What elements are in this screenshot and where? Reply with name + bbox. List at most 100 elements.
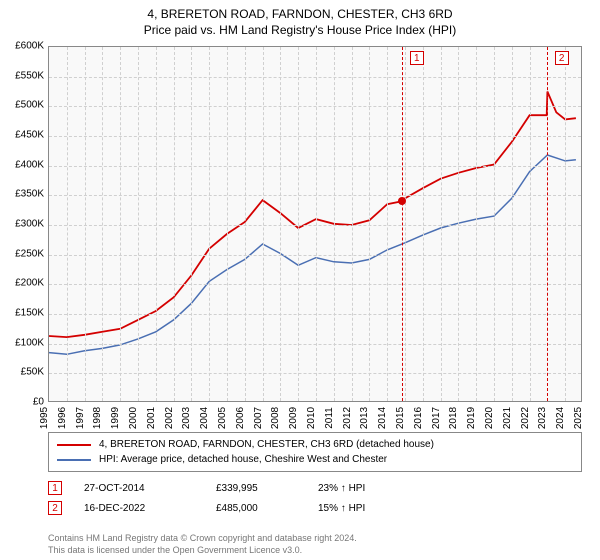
y-axis-label: £450K bbox=[4, 130, 44, 141]
x-axis-label: 2005 bbox=[217, 403, 228, 433]
x-axis-label: 2001 bbox=[146, 403, 157, 433]
x-axis-label: 1999 bbox=[110, 403, 121, 433]
gridline-h bbox=[49, 166, 581, 167]
gridline-h bbox=[49, 314, 581, 315]
sale-index-box: 1 bbox=[48, 481, 62, 495]
sale-delta: 15% ↑ HPI bbox=[318, 503, 365, 514]
y-axis-label: £0 bbox=[4, 397, 44, 408]
gridline-v bbox=[334, 47, 335, 401]
x-axis-label: 2019 bbox=[466, 403, 477, 433]
x-axis-label: 2020 bbox=[484, 403, 495, 433]
y-axis-label: £550K bbox=[4, 70, 44, 81]
sale-marker-line bbox=[402, 47, 403, 401]
x-axis-label: 1998 bbox=[92, 403, 103, 433]
gridline-v bbox=[352, 47, 353, 401]
sale-marker-line bbox=[547, 47, 548, 401]
legend-label: 4, BRERETON ROAD, FARNDON, CHESTER, CH3 … bbox=[99, 439, 434, 450]
gridline-v bbox=[191, 47, 192, 401]
sale-delta: 23% ↑ HPI bbox=[318, 483, 365, 494]
gridline-v bbox=[209, 47, 210, 401]
x-axis-label: 2009 bbox=[288, 403, 299, 433]
gridline-v bbox=[67, 47, 68, 401]
sale-row: 127-OCT-2014£339,99523% ↑ HPI bbox=[48, 478, 582, 498]
sales-table: 127-OCT-2014£339,99523% ↑ HPI216-DEC-202… bbox=[48, 478, 582, 518]
chart-title: 4, BRERETON ROAD, FARNDON, CHESTER, CH3 … bbox=[0, 0, 600, 38]
x-axis-label: 2016 bbox=[413, 403, 424, 433]
footer-line-1: Contains HM Land Registry data © Crown c… bbox=[48, 532, 357, 544]
gridline-v bbox=[316, 47, 317, 401]
y-axis-label: £250K bbox=[4, 248, 44, 259]
y-axis-label: £500K bbox=[4, 100, 44, 111]
y-axis-label: £100K bbox=[4, 337, 44, 348]
legend-swatch bbox=[57, 459, 91, 461]
gridline-v bbox=[298, 47, 299, 401]
gridline-v bbox=[476, 47, 477, 401]
sale-marker-dot bbox=[398, 197, 406, 205]
x-axis-label: 2017 bbox=[431, 403, 442, 433]
gridline-v bbox=[387, 47, 388, 401]
x-axis-label: 2024 bbox=[555, 403, 566, 433]
gridline-h bbox=[49, 195, 581, 196]
sale-row: 216-DEC-2022£485,00015% ↑ HPI bbox=[48, 498, 582, 518]
legend-swatch bbox=[57, 444, 91, 446]
x-axis-label: 2012 bbox=[342, 403, 353, 433]
legend-block: 4, BRERETON ROAD, FARNDON, CHESTER, CH3 … bbox=[48, 432, 582, 518]
x-axis-label: 2010 bbox=[306, 403, 317, 433]
sale-price: £339,995 bbox=[216, 483, 296, 494]
x-axis-label: 2003 bbox=[181, 403, 192, 433]
chart-container: 4, BRERETON ROAD, FARNDON, CHESTER, CH3 … bbox=[0, 0, 600, 560]
gridline-v bbox=[565, 47, 566, 401]
series-price_paid bbox=[49, 92, 576, 338]
x-axis-label: 2015 bbox=[395, 403, 406, 433]
y-axis-label: £200K bbox=[4, 278, 44, 289]
gridline-v bbox=[441, 47, 442, 401]
gridline-v bbox=[494, 47, 495, 401]
gridline-v bbox=[530, 47, 531, 401]
gridline-h bbox=[49, 255, 581, 256]
x-axis-label: 2023 bbox=[537, 403, 548, 433]
gridline-v bbox=[245, 47, 246, 401]
gridline-v bbox=[405, 47, 406, 401]
legend-label: HPI: Average price, detached house, Ches… bbox=[99, 454, 387, 465]
gridline-h bbox=[49, 225, 581, 226]
x-axis-label: 2006 bbox=[235, 403, 246, 433]
y-axis-label: £400K bbox=[4, 159, 44, 170]
gridline-h bbox=[49, 77, 581, 78]
x-axis-label: 2008 bbox=[270, 403, 281, 433]
gridline-v bbox=[174, 47, 175, 401]
legend-row: 4, BRERETON ROAD, FARNDON, CHESTER, CH3 … bbox=[57, 437, 573, 452]
title-line-1: 4, BRERETON ROAD, FARNDON, CHESTER, CH3 … bbox=[0, 6, 600, 22]
gridline-v bbox=[512, 47, 513, 401]
gridline-v bbox=[120, 47, 121, 401]
gridline-v bbox=[85, 47, 86, 401]
y-axis-label: £350K bbox=[4, 189, 44, 200]
sale-date: 16-DEC-2022 bbox=[84, 503, 194, 514]
y-axis-label: £150K bbox=[4, 308, 44, 319]
gridline-v bbox=[156, 47, 157, 401]
sale-price: £485,000 bbox=[216, 503, 296, 514]
gridline-v bbox=[227, 47, 228, 401]
x-axis-label: 2014 bbox=[377, 403, 388, 433]
gridline-v bbox=[423, 47, 424, 401]
x-axis-label: 2013 bbox=[359, 403, 370, 433]
gridline-v bbox=[102, 47, 103, 401]
x-axis-label: 2025 bbox=[573, 403, 584, 433]
y-axis-label: £600K bbox=[4, 41, 44, 52]
x-axis-label: 2007 bbox=[253, 403, 264, 433]
y-axis-label: £50K bbox=[4, 367, 44, 378]
y-axis-label: £300K bbox=[4, 219, 44, 230]
plot-area: 12 bbox=[48, 46, 582, 402]
gridline-v bbox=[369, 47, 370, 401]
gridline-v bbox=[138, 47, 139, 401]
x-axis-label: 2004 bbox=[199, 403, 210, 433]
x-axis-label: 2000 bbox=[128, 403, 139, 433]
gridline-h bbox=[49, 106, 581, 107]
x-axis-label: 1995 bbox=[39, 403, 50, 433]
legend-box: 4, BRERETON ROAD, FARNDON, CHESTER, CH3 … bbox=[48, 432, 582, 472]
gridline-v bbox=[458, 47, 459, 401]
sale-marker-box: 2 bbox=[555, 51, 569, 65]
x-axis-label: 2018 bbox=[448, 403, 459, 433]
x-axis-label: 1997 bbox=[75, 403, 86, 433]
x-axis-label: 2002 bbox=[164, 403, 175, 433]
footer-line-2: This data is licensed under the Open Gov… bbox=[48, 544, 357, 556]
